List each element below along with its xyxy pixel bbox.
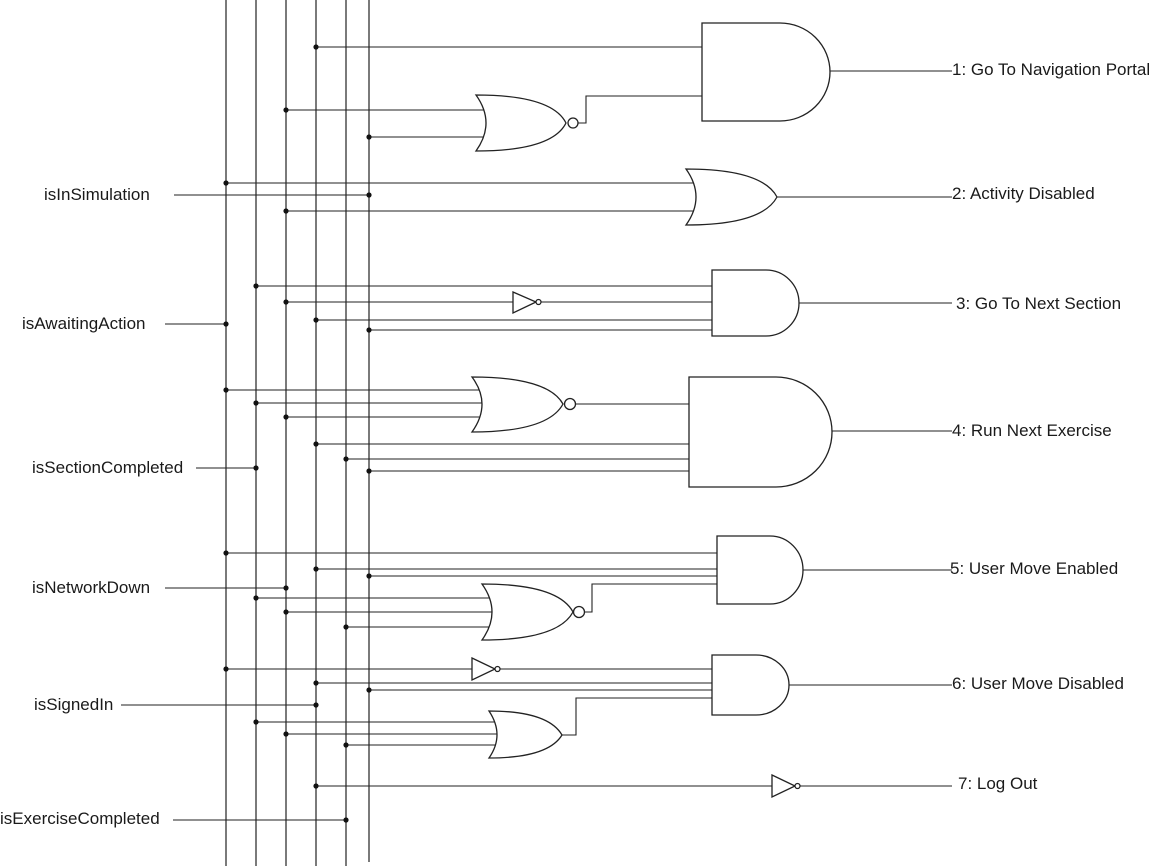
- nor-gate-icon: [474, 94, 567, 152]
- and-gate-icon: [701, 22, 831, 122]
- input-label-is-signed-in: isSignedIn: [34, 695, 114, 714]
- output-label-user-move-disabled: 6: User Move Disabled: [952, 674, 1124, 693]
- and-gate-icon: [711, 269, 800, 337]
- and-gate-icon: [716, 535, 804, 605]
- output-label-go-to-next-section: 3: Go To Next Section: [956, 294, 1122, 313]
- invert-bubble-icon: [572, 605, 586, 619]
- not-gate-icon: [771, 773, 797, 799]
- input-label-is-network-down: isNetworkDown: [32, 578, 151, 597]
- or-gate-icon: [487, 710, 563, 759]
- output-label-user-move-enabled: 5: User Move Enabled: [950, 559, 1119, 578]
- nor-gate-icon: [480, 583, 574, 641]
- input-buses: [225, 0, 370, 866]
- or-gate-icon: [684, 168, 778, 226]
- and-gate-icon: [711, 654, 790, 716]
- logic-block-7: [316, 773, 952, 799]
- input-label-is-awaiting-action: isAwaitingAction: [22, 314, 146, 333]
- invert-bubble-icon: [494, 665, 501, 673]
- input-label-is-section-completed: isSectionCompleted: [32, 458, 184, 477]
- invert-bubble-icon: [794, 782, 801, 790]
- input-label-is-exercise-completed: isExerciseCompleted: [0, 809, 160, 828]
- not-gate-icon: [471, 656, 497, 682]
- invert-bubble-icon: [563, 397, 577, 411]
- not-gate-icon: [512, 291, 538, 315]
- invert-bubble-icon: [535, 298, 542, 306]
- logic-block-2: [226, 168, 952, 226]
- output-label-run-next-exercise: 4: Run Next Exercise: [952, 421, 1112, 440]
- output-label-log-out: 7: Log Out: [958, 774, 1038, 793]
- invert-bubble-icon: [567, 117, 579, 129]
- logic-block-6: [226, 654, 952, 759]
- output-label-activity-disabled: 2: Activity Disabled: [952, 184, 1095, 203]
- logic-block-4: [226, 376, 952, 488]
- input-label-is-in-simulation: isInSimulation: [44, 185, 150, 204]
- output-label-go-to-navigation-portal: 1: Go To Navigation Portal: [952, 60, 1151, 79]
- nor-gate-icon: [470, 376, 564, 433]
- logic-block-1: [286, 22, 952, 152]
- and-gate-icon: [688, 376, 833, 488]
- junction-dots: [223, 44, 372, 823]
- logic-block-5: [226, 535, 952, 641]
- logic-block-3: [256, 269, 952, 337]
- input-leads: [121, 194, 369, 821]
